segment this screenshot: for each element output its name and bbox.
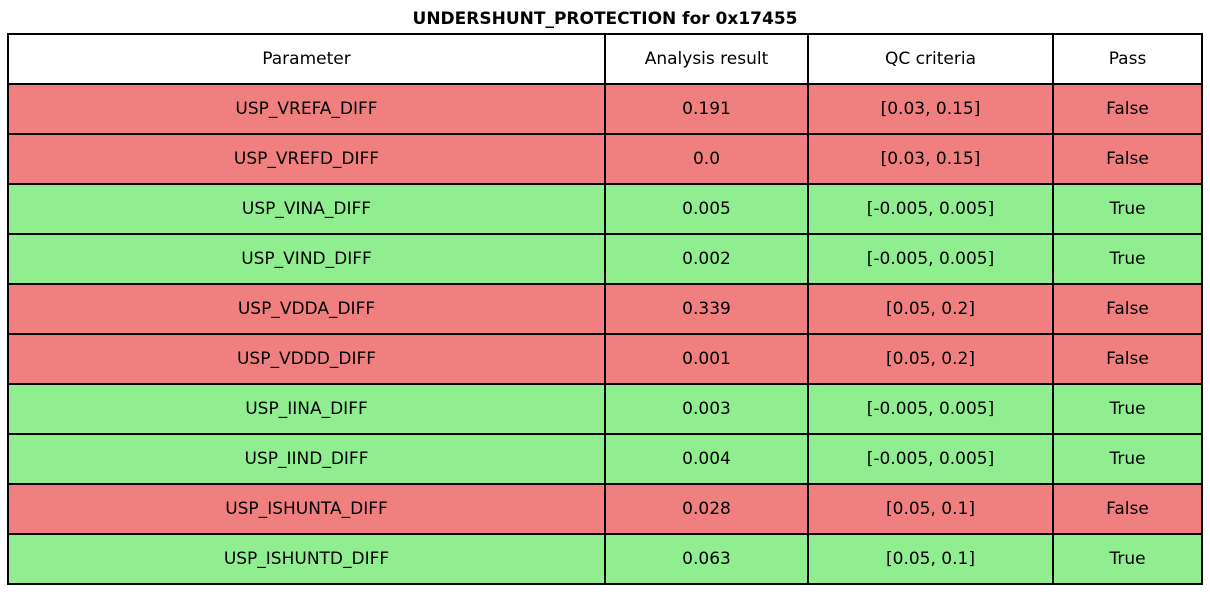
table-body: USP_VREFA_DIFF 0.191 [0.03, 0.15] False USP_… bbox=[7, 83, 1203, 585]
pass-cell: False bbox=[1052, 333, 1203, 385]
analysis-result-cell: 0.191 bbox=[604, 83, 809, 135]
table-header: Parameter Analysis result QC criteria Pa… bbox=[7, 33, 1203, 85]
pass-cell: True bbox=[1052, 433, 1203, 485]
table-row: USP_VREFD_DIFF 0.0 [0.03, 0.15] False bbox=[7, 133, 1203, 185]
parameter-cell: USP_ISHUNTA_DIFF bbox=[7, 483, 606, 535]
table-row: USP_VDDD_DIFF 0.001 [0.05, 0.2] False bbox=[7, 333, 1203, 385]
analysis-result-cell: 0.0 bbox=[604, 133, 809, 185]
parameter-cell: USP_VIND_DIFF bbox=[7, 233, 606, 285]
pass-cell: False bbox=[1052, 283, 1203, 335]
pass-cell: False bbox=[1052, 483, 1203, 535]
qc-criteria-cell: [0.05, 0.2] bbox=[807, 333, 1054, 385]
page-title: UNDERSHUNT_PROTECTION for 0x17455 bbox=[412, 9, 798, 29]
table-row: USP_IIND_DIFF 0.004 [-0.005, 0.005] True bbox=[7, 433, 1203, 485]
table-row: USP_VREFA_DIFF 0.191 [0.03, 0.15] False bbox=[7, 83, 1203, 135]
qc-criteria-cell: [0.05, 0.1] bbox=[807, 483, 1054, 535]
analysis-result-cell: 0.003 bbox=[604, 383, 809, 435]
analysis-result-cell: 0.001 bbox=[604, 333, 809, 385]
qc-criteria-cell: [-0.005, 0.005] bbox=[807, 233, 1054, 285]
header-row: Parameter Analysis result QC criteria Pa… bbox=[7, 33, 1203, 85]
parameter-cell: USP_ISHUNTD_DIFF bbox=[7, 533, 606, 585]
column-header-pass: Pass bbox=[1052, 33, 1203, 85]
table-row: USP_ISHUNTA_DIFF 0.028 [0.05, 0.1] False bbox=[7, 483, 1203, 535]
table-row: USP_VDDA_DIFF 0.339 [0.05, 0.2] False bbox=[7, 283, 1203, 335]
analysis-result-cell: 0.028 bbox=[604, 483, 809, 535]
analysis-result-cell: 0.004 bbox=[604, 433, 809, 485]
pass-cell: True bbox=[1052, 533, 1203, 585]
analysis-result-cell: 0.005 bbox=[604, 183, 809, 235]
table-row: USP_VINA_DIFF 0.005 [-0.005, 0.005] True bbox=[7, 183, 1203, 235]
table-row: USP_IINA_DIFF 0.003 [-0.005, 0.005] True bbox=[7, 383, 1203, 435]
parameter-cell: USP_VINA_DIFF bbox=[7, 183, 606, 235]
parameter-cell: USP_VDDA_DIFF bbox=[7, 283, 606, 335]
pass-cell: True bbox=[1052, 183, 1203, 235]
analysis-result-cell: 0.063 bbox=[604, 533, 809, 585]
qc-criteria-cell: [0.03, 0.15] bbox=[807, 133, 1054, 185]
pass-cell: False bbox=[1052, 83, 1203, 135]
table-row: USP_ISHUNTD_DIFF 0.063 [0.05, 0.1] True bbox=[7, 533, 1203, 585]
column-header-analysis-result: Analysis result bbox=[604, 33, 809, 85]
column-header-qc-criteria: QC criteria bbox=[807, 33, 1054, 85]
qc-criteria-cell: [0.03, 0.15] bbox=[807, 83, 1054, 135]
pass-cell: False bbox=[1052, 133, 1203, 185]
analysis-result-cell: 0.002 bbox=[604, 233, 809, 285]
parameter-cell: USP_VREFD_DIFF bbox=[7, 133, 606, 185]
qc-criteria-cell: [-0.005, 0.005] bbox=[807, 183, 1054, 235]
analysis-result-cell: 0.339 bbox=[604, 283, 809, 335]
pass-cell: True bbox=[1052, 383, 1203, 435]
table-row: USP_VIND_DIFF 0.002 [-0.005, 0.005] True bbox=[7, 233, 1203, 285]
qc-criteria-cell: [-0.005, 0.005] bbox=[807, 433, 1054, 485]
qc-criteria-cell: [-0.005, 0.005] bbox=[807, 383, 1054, 435]
qc-results-table: Parameter Analysis result QC criteria Pa… bbox=[7, 33, 1203, 585]
qc-criteria-cell: [0.05, 0.1] bbox=[807, 533, 1054, 585]
parameter-cell: USP_IIND_DIFF bbox=[7, 433, 606, 485]
parameter-cell: USP_IINA_DIFF bbox=[7, 383, 606, 435]
pass-cell: True bbox=[1052, 233, 1203, 285]
parameter-cell: USP_VREFA_DIFF bbox=[7, 83, 606, 135]
parameter-cell: USP_VDDD_DIFF bbox=[7, 333, 606, 385]
qc-criteria-cell: [0.05, 0.2] bbox=[807, 283, 1054, 335]
column-header-parameter: Parameter bbox=[7, 33, 606, 85]
